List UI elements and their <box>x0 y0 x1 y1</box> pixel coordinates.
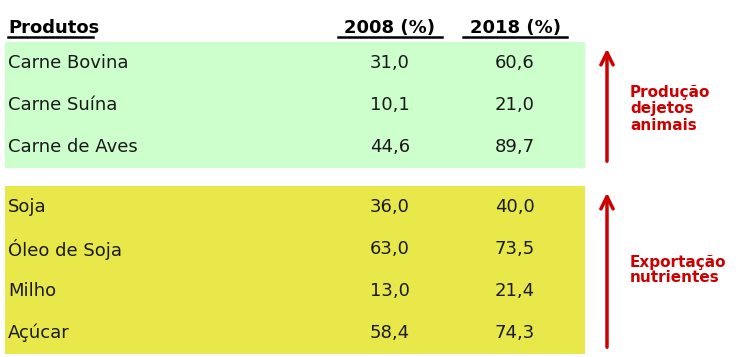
Text: 44,6: 44,6 <box>370 138 410 156</box>
Text: Produção: Produção <box>630 85 710 101</box>
Text: Exportação: Exportação <box>630 255 727 270</box>
Text: Carne de Aves: Carne de Aves <box>8 138 138 156</box>
Text: 2008 (%): 2008 (%) <box>344 19 436 37</box>
Text: 73,5: 73,5 <box>495 240 536 258</box>
Text: Soja: Soja <box>8 198 46 216</box>
Text: Carne Bovina: Carne Bovina <box>8 54 128 72</box>
Text: dejetos: dejetos <box>630 101 694 116</box>
Text: 58,4: 58,4 <box>370 324 410 342</box>
Text: 13,0: 13,0 <box>370 282 410 300</box>
Text: 89,7: 89,7 <box>495 138 535 156</box>
Text: 2018 (%): 2018 (%) <box>470 19 560 37</box>
Text: 31,0: 31,0 <box>370 54 410 72</box>
Bar <box>5 15 585 41</box>
Bar <box>5 168 585 186</box>
Text: 63,0: 63,0 <box>370 240 410 258</box>
Text: Milho: Milho <box>8 282 56 300</box>
Text: nutrientes: nutrientes <box>630 271 720 286</box>
Text: Óleo de Soja: Óleo de Soja <box>8 238 122 260</box>
Text: 40,0: 40,0 <box>495 198 535 216</box>
Text: 60,6: 60,6 <box>495 54 535 72</box>
Text: animais: animais <box>630 117 697 132</box>
Text: 74,3: 74,3 <box>495 324 536 342</box>
Text: 10,1: 10,1 <box>370 96 410 114</box>
Bar <box>5 186 585 354</box>
Text: 36,0: 36,0 <box>370 198 410 216</box>
Text: Produtos: Produtos <box>8 19 99 37</box>
Text: Carne Suína: Carne Suína <box>8 96 117 114</box>
Text: 21,4: 21,4 <box>495 282 535 300</box>
Text: Açúcar: Açúcar <box>8 324 70 342</box>
Text: 21,0: 21,0 <box>495 96 535 114</box>
Bar <box>5 42 585 168</box>
